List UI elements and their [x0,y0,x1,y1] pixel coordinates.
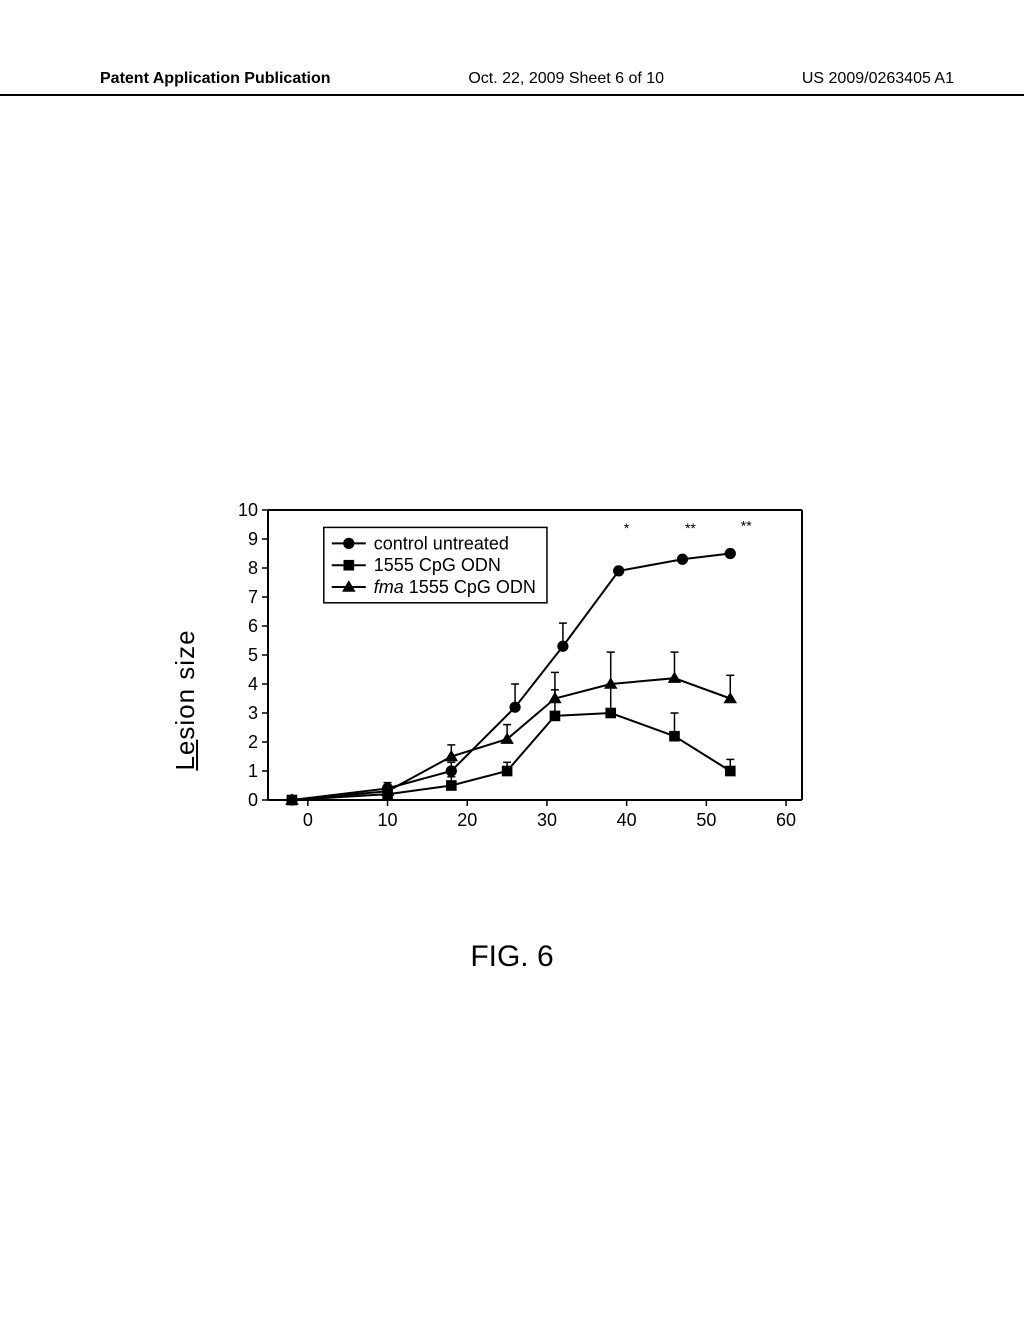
figure-caption: FIG. 6 [0,940,1024,974]
svg-text:0: 0 [303,810,313,830]
publication-type: Patent Application Publication [100,70,331,88]
svg-text:50: 50 [696,810,716,830]
svg-text:9: 9 [248,529,258,549]
lesion-size-chart: Lesion size 0123456789100102030405060***… [150,500,850,900]
ylabel-rest: sion size [170,629,200,739]
svg-text:30: 30 [537,810,557,830]
svg-text:10: 10 [238,500,258,520]
svg-text:0: 0 [248,790,258,810]
svg-text:7: 7 [248,587,258,607]
publication-date-sheet: Oct. 22, 2009 Sheet 6 of 10 [468,70,664,88]
svg-text:60: 60 [776,810,796,830]
svg-text:**: ** [741,517,752,533]
svg-text:1555 CpG ODN: 1555 CpG ODN [374,555,501,575]
svg-text:**: ** [685,520,696,536]
svg-text:1: 1 [248,761,258,781]
svg-text:8: 8 [248,558,258,578]
svg-text:6: 6 [248,616,258,636]
y-axis-label: Lesion size [170,629,201,770]
svg-text:control untreated: control untreated [374,533,509,553]
publication-number: US 2009/0263405 A1 [802,70,954,88]
chart-svg: 0123456789100102030405060*****control un… [220,500,820,840]
svg-text:4: 4 [248,674,258,694]
svg-text:*: * [624,520,630,536]
svg-text:10: 10 [378,810,398,830]
page-header: Patent Application Publication Oct. 22, … [0,70,1024,96]
svg-text:40: 40 [617,810,637,830]
ylabel-underlined: Le [170,740,200,771]
svg-text:fma 1555 CpG ODN: fma 1555 CpG ODN [374,577,536,597]
svg-text:5: 5 [248,645,258,665]
svg-text:20: 20 [457,810,477,830]
svg-text:2: 2 [248,732,258,752]
svg-text:3: 3 [248,703,258,723]
